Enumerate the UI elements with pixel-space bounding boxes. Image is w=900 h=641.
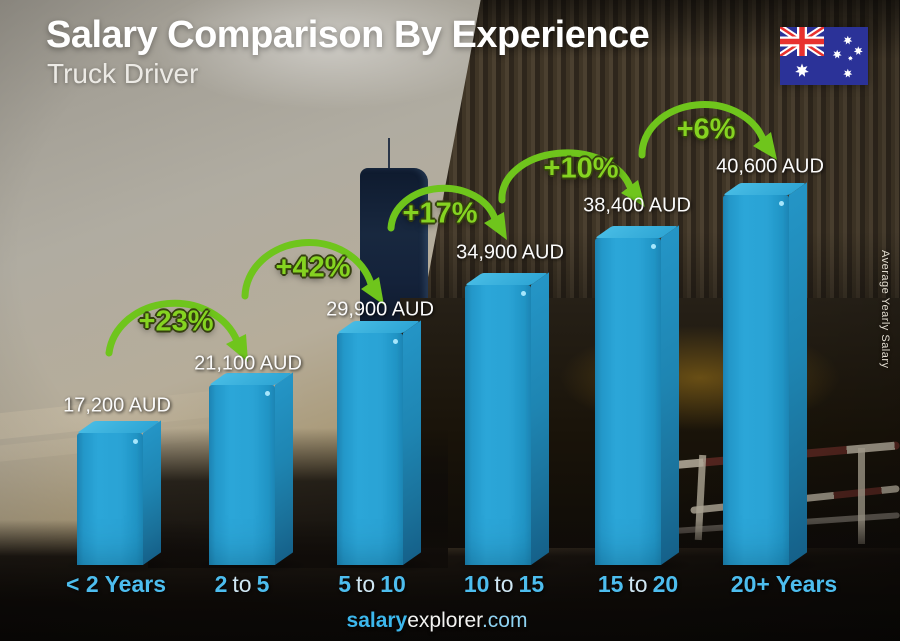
bar-highlight-dot (133, 439, 138, 444)
category-text: < 2 Years (66, 571, 166, 597)
bar-10-to-15 (451, 272, 565, 574)
bar-side-face (530, 272, 548, 565)
bar-highlight-dot (265, 391, 270, 396)
page-subtitle: Truck Driver (47, 58, 199, 89)
bar-side-face (788, 182, 806, 565)
sky-cloud (150, 0, 510, 110)
percent-label: +10% (543, 152, 619, 185)
category-text: 5 (338, 571, 352, 597)
percent-label: +23% (138, 305, 214, 338)
category-text: 10 (380, 571, 406, 597)
category-text: 15 (597, 571, 624, 597)
bar-side-face (142, 420, 160, 565)
value-label: 34,900 AUD (456, 241, 564, 264)
australia-flag-icon (780, 27, 868, 85)
category-text: to (628, 571, 648, 597)
bar-front-face (77, 433, 143, 565)
category-text: 20 (652, 571, 679, 597)
bar-15-to-20 (581, 225, 695, 574)
category-text: to (494, 571, 514, 597)
category-text: 5 (256, 571, 270, 597)
bar-side-face (660, 225, 678, 565)
bar-lt-2-years (63, 420, 177, 574)
bar-highlight-dot (393, 339, 398, 344)
bar-side-face (402, 320, 420, 565)
bar-highlight-dot (651, 244, 656, 249)
category-text: 2 (214, 571, 228, 597)
bar-5-to-10 (323, 320, 437, 574)
bar-front-face (337, 333, 403, 565)
bar-front-face (465, 285, 531, 565)
y-axis-title: Average Yearly Salary (879, 250, 891, 369)
page-title: Salary Comparison By Experience (46, 14, 650, 56)
category-label: 10 to 15 (464, 571, 544, 598)
percent-label: +6% (676, 113, 736, 146)
category-label: < 2 Years (66, 571, 166, 598)
percent-label: +42% (275, 251, 351, 284)
category-text: 10 (463, 571, 490, 597)
value-label: 38,400 AUD (583, 194, 691, 217)
category-text: 20+ Years (730, 571, 838, 597)
category-text: to (232, 571, 252, 597)
category-text: 15 (518, 571, 545, 597)
site-link-name: explorer (407, 609, 482, 632)
bar-highlight-dot (779, 201, 784, 206)
category-label: 15 to 20 (598, 571, 678, 598)
bar-front-face (723, 195, 789, 565)
site-link[interactable]: salaryexplorer.com (347, 609, 528, 633)
bar-side-face (274, 372, 292, 565)
site-link-brand: salary (346, 609, 408, 632)
category-label: 2 to 5 (215, 571, 270, 598)
percent-label: +17% (402, 197, 478, 230)
railing-post (858, 448, 865, 544)
value-label: 40,600 AUD (716, 155, 824, 178)
value-label: 21,100 AUD (194, 352, 302, 375)
bar-highlight-dot (521, 291, 526, 296)
truck-mirror (388, 138, 390, 170)
site-link-tld: .com (481, 609, 528, 632)
bar-2-to-5 (195, 372, 309, 574)
bar-20-plus-years (709, 182, 823, 574)
value-label: 17,200 AUD (63, 394, 171, 417)
bar-front-face (595, 238, 661, 565)
category-text: to (356, 571, 376, 597)
bar-front-face (209, 385, 275, 565)
value-label: 29,900 AUD (326, 298, 434, 321)
category-label: 5 to 10 (338, 571, 406, 598)
category-label: 20+ Years (731, 571, 837, 598)
